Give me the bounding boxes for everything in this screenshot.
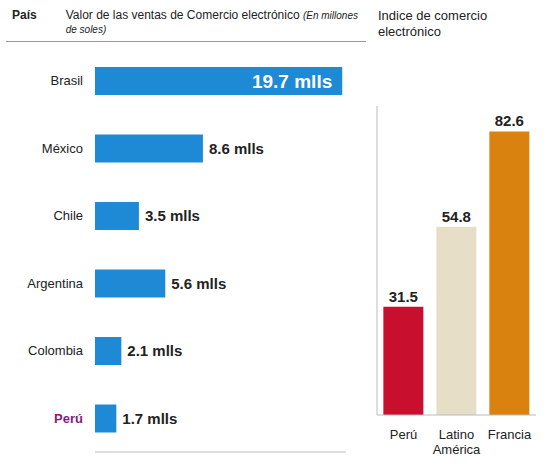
svg-text:Brasil: Brasil [50, 73, 83, 88]
svg-text:31.5: 31.5 [389, 288, 418, 305]
html-text:Valor de las ventas de Comerci: Valor de las ventas de Comercio electrón… [65, 8, 358, 35]
svg-text:3.5 mlls: 3.5 mlls [145, 207, 200, 224]
svg-text:54.8: 54.8 [442, 208, 471, 225]
svg-text:Perú: Perú [390, 427, 417, 442]
svg-text:1.7 mlls: 1.7 mlls [122, 410, 177, 427]
html-text:País: País [12, 8, 37, 22]
svg-text:2.1 mlls: 2.1 mlls [127, 342, 182, 359]
svg-text:Chile: Chile [53, 208, 83, 223]
svg-text:Argentina: Argentina [27, 276, 83, 291]
svg-text:5.6 mlls: 5.6 mlls [171, 275, 226, 292]
html-text:Indice de comercio electrónico: Indice de comercio electrónico [378, 8, 488, 39]
svg-text:8.6 mlls: 8.6 mlls [209, 140, 264, 157]
svg-text:Perú: Perú [54, 411, 83, 426]
svg-text:México: México [42, 141, 83, 156]
svg-text:Francia: Francia [488, 427, 532, 442]
svg-text:19.7 mlls: 19.7 mlls [252, 71, 332, 92]
svg-text:Colombia: Colombia [28, 343, 84, 358]
svg-text:82.6: 82.6 [495, 112, 524, 129]
svg-text:LatinoAmérica: LatinoAmérica [433, 427, 481, 457]
